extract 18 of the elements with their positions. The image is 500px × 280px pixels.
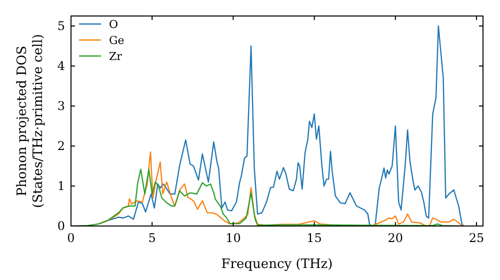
legend-label: Ge (109, 34, 124, 47)
legend-label: Zr (109, 50, 123, 63)
y-tick-label: 5 (57, 19, 65, 33)
legend-label: O (109, 18, 118, 31)
y-tick-label: 3 (57, 99, 65, 113)
y-tick-label: 0 (57, 219, 65, 233)
x-axis-title: Frequency (THz) (221, 257, 333, 272)
x-tick-label: 15 (306, 231, 322, 245)
y-axis-title: Phonon projected DOS (States/THz·primitive cell) (15, 34, 46, 208)
y-tick-label: 2 (57, 139, 65, 153)
y-tick-label: 4 (57, 59, 66, 73)
y-tick-label: 1 (57, 179, 65, 193)
x-tick-label: 0 (67, 231, 75, 245)
x-tick-label: 20 (388, 231, 404, 245)
x-tick-label: 25 (468, 231, 484, 245)
x-tick-label: 10 (226, 231, 241, 245)
line-series (98, 151, 463, 226)
x-tick-label: 5 (148, 231, 156, 245)
